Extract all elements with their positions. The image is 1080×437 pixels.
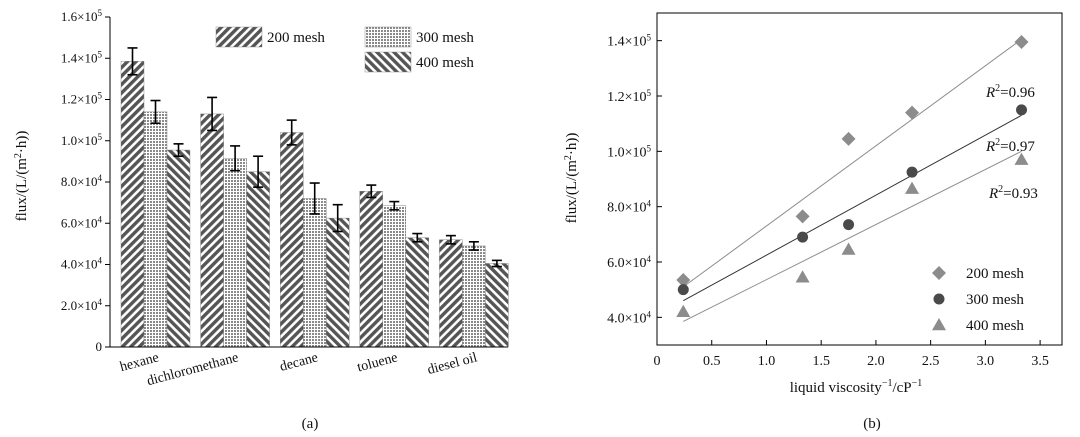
- y-tick-label: 4.0×104: [607, 309, 651, 326]
- data-points: [676, 35, 1029, 318]
- x-tick-label: decane: [278, 350, 319, 375]
- y-tick-label: 6.0×104: [61, 214, 103, 230]
- data-point: [676, 304, 691, 318]
- y-tick-label: 1.6×105: [61, 8, 103, 24]
- legend-marker: [933, 293, 945, 305]
- x-tick-label: 3.0: [977, 354, 995, 369]
- y-tick-label: 1.0×105: [607, 143, 651, 160]
- panel-caption: (a): [302, 416, 319, 432]
- legend-label: 300 mesh: [966, 292, 1024, 308]
- y-tick-label: 2.0×104: [61, 297, 103, 313]
- r2-label: R2=0.97: [985, 137, 1035, 155]
- bar: [462, 245, 486, 348]
- legend-marker: [932, 266, 946, 280]
- bar: [120, 61, 145, 348]
- bar: [303, 198, 327, 348]
- y-tick-label: 4.0×104: [61, 256, 103, 272]
- legend-swatch: [364, 26, 412, 48]
- legend-label: 300 mesh: [416, 30, 474, 46]
- y-tick-label: 1.4×105: [607, 33, 651, 50]
- legend-swatch: [364, 51, 412, 73]
- y-tick-label: 1.4×105: [61, 49, 103, 65]
- legend-swatch: [215, 26, 263, 48]
- legend-label: 200 mesh: [267, 30, 325, 46]
- legend-label: 400 mesh: [416, 55, 474, 71]
- data-point: [676, 272, 691, 287]
- x-tick-label: 3.5: [1031, 354, 1049, 369]
- y-tick-labels: 4.0×104 6.0×104 8.0×104 1.0×105 1.2×105 1.4×1…: [607, 33, 651, 327]
- legend: 200 mesh 300 mesh 400 mesh: [215, 26, 474, 73]
- bar: [439, 239, 463, 348]
- fit-line: [683, 114, 1022, 302]
- bar: [405, 237, 429, 348]
- data-point: [843, 219, 855, 231]
- r2-label: R2=0.93: [988, 184, 1038, 202]
- bar: [326, 217, 350, 348]
- data-point: [906, 166, 918, 178]
- data-point: [841, 242, 856, 255]
- plot-frame: [656, 12, 1063, 346]
- error-bars: [127, 47, 502, 268]
- x-tick-label: 1.0: [758, 354, 776, 369]
- r2-label: R2=0.96: [985, 83, 1035, 101]
- y-tick-label: 1.2×105: [61, 91, 103, 107]
- data-point: [797, 231, 809, 243]
- bar: [485, 263, 509, 348]
- x-tick-label: 2.5: [922, 354, 940, 369]
- bar-chart-panel: 0 2.0×104 4.0×104 6.0×104 8.0×104 1.0×105 1.2×…: [13, 8, 509, 432]
- x-tick-label: 0: [654, 354, 661, 369]
- bar: [382, 205, 406, 348]
- bar: [223, 158, 247, 348]
- x-tick-label: 0.5: [703, 354, 721, 369]
- axes: [105, 16, 508, 348]
- legend: 200 mesh 300 mesh 400 mesh: [932, 266, 1024, 334]
- bar: [359, 191, 383, 348]
- x-tick-label: dichloromethane: [145, 350, 240, 389]
- x-tick-label: diesel oil: [426, 350, 479, 378]
- fit-line: [682, 38, 1022, 288]
- legend-label: 200 mesh: [966, 266, 1024, 282]
- bar: [166, 149, 191, 348]
- data-point: [1016, 104, 1027, 116]
- bar-group: [120, 61, 509, 348]
- data-point: [1014, 35, 1029, 50]
- data-point: [795, 270, 810, 283]
- scatter-chart-panel: 4.0×104 6.0×104 8.0×104 1.0×105 1.2×105 1.4×1…: [563, 12, 1063, 432]
- bar: [246, 171, 270, 348]
- data-point: [905, 181, 920, 194]
- y-axis-label: flux/(L/(m2·h)): [563, 133, 580, 224]
- y-tick-label: 0: [96, 339, 103, 354]
- x-tick-label: 2.0: [867, 354, 885, 369]
- data-point: [841, 131, 856, 146]
- r2-annotations: R2=0.96 R2=0.97 R2=0.93: [985, 83, 1038, 202]
- bar: [143, 111, 168, 348]
- y-tick-label: 6.0×104: [607, 254, 651, 271]
- x-axis-label: liquid viscosity−1/cP−1: [790, 378, 923, 396]
- x-tick-labels: 0 0.5 1.0 1.5 2.0 2.5 3.0 3.5: [654, 354, 1049, 369]
- panel-caption: (b): [863, 416, 881, 432]
- fit-lines: [682, 38, 1022, 322]
- fit-line: [683, 150, 1022, 322]
- y-tick-labels: 0 2.0×104 4.0×104 6.0×104 8.0×104 1.0×105 1.2×…: [61, 8, 103, 354]
- data-point: [905, 105, 920, 120]
- bar: [280, 132, 304, 348]
- y-tick-label: 1.2×105: [607, 88, 651, 105]
- legend-label: 400 mesh: [966, 318, 1024, 334]
- legend-marker: [932, 318, 946, 331]
- y-axis-label: flux/(L/(m2·h)): [13, 131, 30, 222]
- data-point: [677, 284, 689, 296]
- x-tick-label: toluene: [356, 350, 400, 375]
- x-tick-label: 1.5: [812, 354, 830, 369]
- y-tick-label: 1.0×105: [61, 132, 103, 148]
- axes: [656, 12, 1063, 346]
- y-tick-label: 8.0×104: [607, 199, 651, 216]
- y-tick-label: 8.0×104: [61, 173, 103, 189]
- data-point: [1014, 152, 1029, 165]
- data-point: [795, 209, 810, 224]
- bar: [200, 113, 224, 348]
